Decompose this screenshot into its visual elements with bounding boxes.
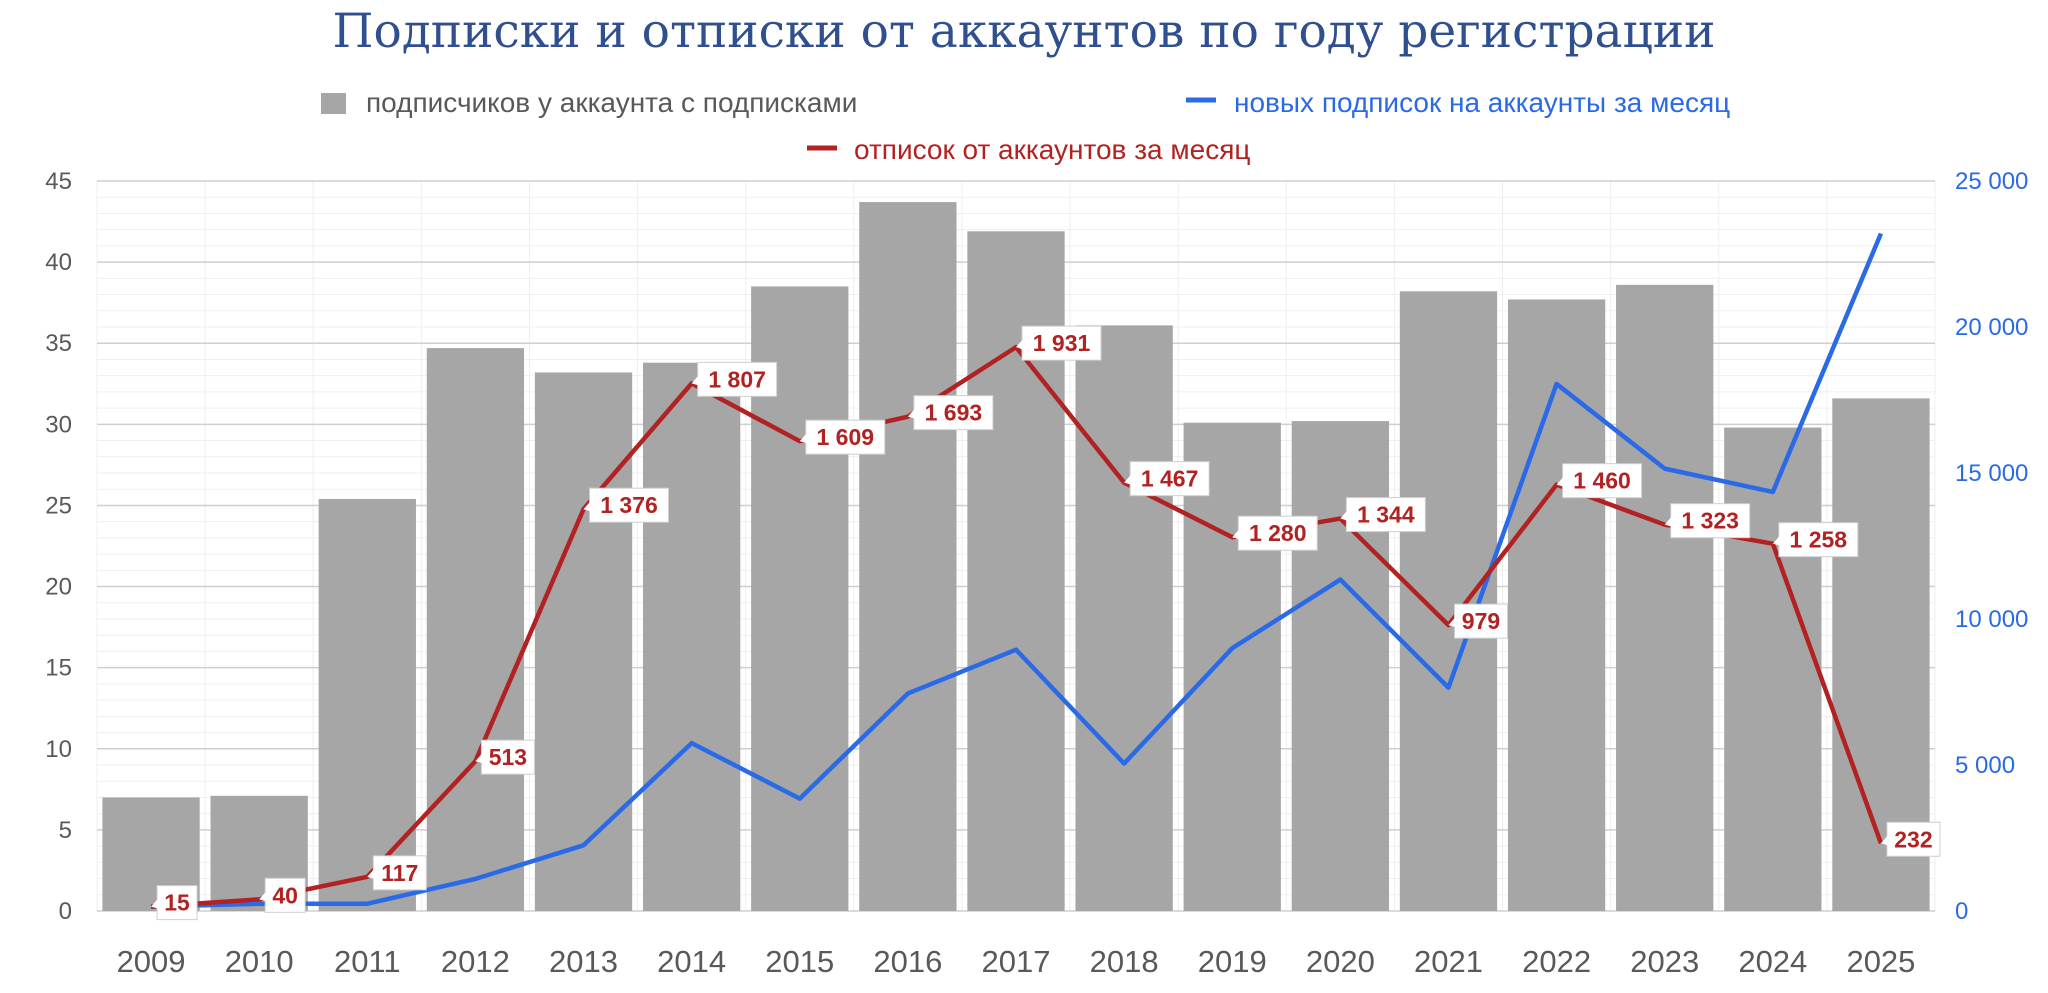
y-left-tick-label: 15: [45, 655, 72, 682]
y-left-tick-label: 20: [45, 574, 72, 601]
x-tick-label: 2009: [117, 944, 186, 979]
y-left-tick-label: 0: [59, 898, 72, 925]
data-label: 1 693: [925, 400, 983, 426]
bar: [859, 202, 957, 912]
chart-title: Подписки и отписки от аккаунтов по году …: [332, 4, 1716, 59]
data-label-box: [1886, 821, 1941, 857]
y-left-tick-label: 25: [45, 492, 72, 519]
data-label-box: [1021, 325, 1102, 361]
y-left-tick-label: 5: [59, 817, 72, 844]
data-label: 1 280: [1249, 520, 1307, 546]
bar: [534, 372, 633, 911]
x-tick-label: 2017: [982, 944, 1051, 979]
data-label-pointer: [583, 501, 591, 512]
data-label-box: [805, 419, 886, 455]
bar: [1291, 421, 1390, 911]
data-label-pointer: [799, 433, 807, 444]
data-label-box: [1778, 522, 1859, 558]
data-label-pointer: [1448, 617, 1456, 628]
bar: [426, 348, 525, 912]
data-label-box: [1345, 497, 1426, 533]
bar: [1507, 299, 1606, 911]
data-label: 15: [164, 890, 190, 916]
data-label: 232: [1894, 826, 1932, 852]
x-tick-label: 2013: [549, 944, 618, 979]
data-label-pointer: [1664, 516, 1672, 527]
bar: [1399, 291, 1498, 911]
x-tick-label: 2023: [1630, 944, 1699, 979]
data-label: 1 609: [816, 424, 874, 450]
data-label: 1 467: [1141, 466, 1199, 492]
legend-label-new-subscriptions: новых подписок на аккаунты за месяц: [1234, 87, 1730, 118]
data-label-pointer: [1556, 476, 1564, 487]
data-label-pointer: [1880, 835, 1888, 846]
data-label-box: [480, 739, 535, 775]
y-left-tick-label: 40: [45, 249, 72, 276]
legend-swatch-bars: [321, 93, 346, 114]
x-tick-label: 2014: [657, 944, 726, 979]
data-label-pointer: [1124, 474, 1132, 485]
y-left-tick-label: 45: [45, 168, 72, 195]
data-label-pointer: [151, 898, 159, 909]
x-tick-label: 2022: [1522, 944, 1591, 979]
data-label: 979: [1462, 608, 1500, 634]
y-right-tick-label: 25 000: [1955, 168, 2028, 195]
y-right-tick-label: 15 000: [1955, 460, 2028, 487]
y-left-tick-label: 10: [45, 736, 72, 763]
x-tick-label: 2025: [1846, 944, 1915, 979]
y-left-tick-label: 35: [45, 330, 72, 357]
bar: [318, 498, 416, 911]
bar: [1075, 325, 1173, 911]
y-right-tick-label: 10 000: [1955, 606, 2028, 633]
data-label-box: [1670, 503, 1751, 539]
data-label-box: [589, 487, 670, 523]
data-label-pointer: [1772, 535, 1780, 546]
x-tick-label: 2011: [334, 944, 401, 979]
data-label-pointer: [475, 753, 483, 764]
y-right-tick-label: 20 000: [1955, 314, 2028, 341]
x-tick-label: 2019: [1198, 944, 1267, 979]
data-label: 1 460: [1573, 468, 1631, 494]
data-label: 1 931: [1033, 330, 1091, 356]
x-tick-label: 2024: [1738, 944, 1807, 979]
data-label: 117: [381, 860, 418, 886]
data-label: 1 807: [708, 366, 766, 392]
y-right-tick-label: 5 000: [1955, 752, 2015, 779]
data-label-box: [264, 877, 306, 913]
y-left-tick-label: 30: [45, 411, 72, 438]
data-label-pointer: [1340, 510, 1348, 521]
legend-label-bars: подписчиков у аккаунта с подписками: [366, 87, 857, 118]
data-label-box: [1129, 461, 1210, 497]
x-tick-label: 2020: [1306, 944, 1375, 979]
data-label: 1 258: [1790, 527, 1848, 553]
x-tick-label: 2015: [765, 944, 834, 979]
data-label-box: [697, 361, 778, 397]
x-tick-label: 2018: [1090, 944, 1159, 979]
data-label-pointer: [259, 891, 267, 902]
legend-label-unsubscriptions: отписок от аккаунтов за месяц: [854, 134, 1250, 165]
data-label-pointer: [691, 375, 699, 386]
bar: [642, 362, 741, 911]
data-label: 1 323: [1681, 508, 1739, 534]
data-label-pointer: [907, 408, 915, 419]
data-label-pointer: [1232, 529, 1240, 540]
data-label: 513: [489, 744, 527, 770]
bar: [1616, 284, 1714, 911]
y-right-tick-label: 0: [1955, 898, 1968, 925]
x-tick-label: 2010: [225, 944, 294, 979]
data-label: 1 376: [600, 492, 658, 518]
bar: [1724, 427, 1822, 911]
data-label-pointer: [367, 868, 375, 879]
data-label: 1 344: [1357, 502, 1415, 528]
x-tick-label: 2016: [873, 944, 942, 979]
data-label-pointer: [1016, 339, 1023, 350]
bar: [1183, 422, 1281, 911]
data-label: 40: [272, 882, 298, 908]
x-tick-label: 2021: [1414, 944, 1483, 979]
x-tick-label: 2012: [441, 944, 510, 979]
